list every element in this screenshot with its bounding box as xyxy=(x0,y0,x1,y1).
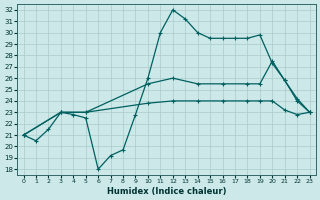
X-axis label: Humidex (Indice chaleur): Humidex (Indice chaleur) xyxy=(107,187,226,196)
